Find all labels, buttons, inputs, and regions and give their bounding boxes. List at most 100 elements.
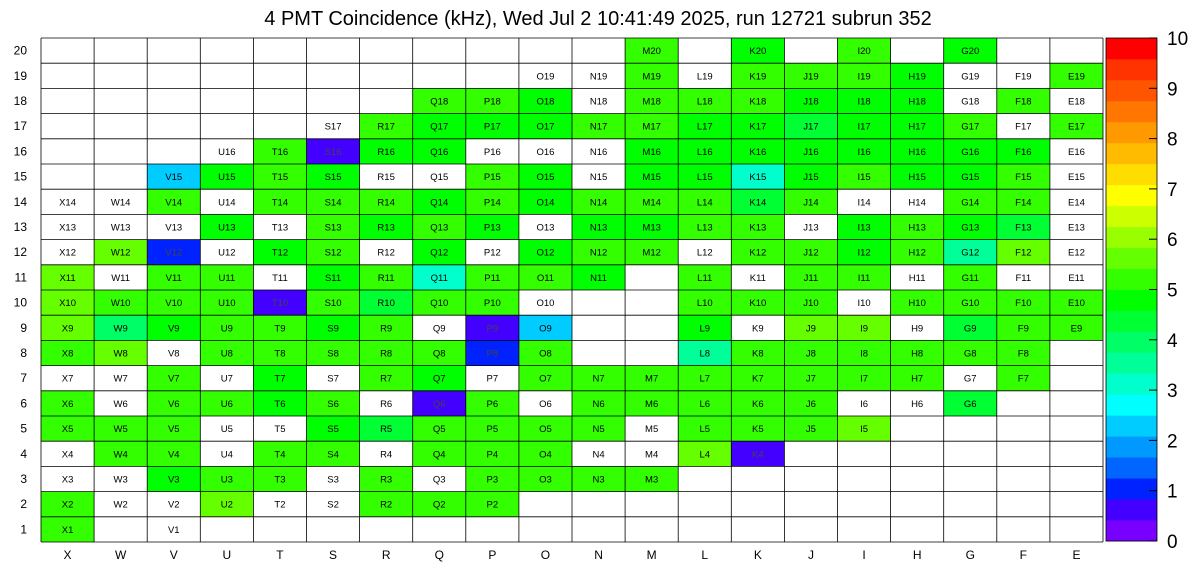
cell-label-L17: L17 [697, 122, 713, 133]
cell-label-W7: W7 [114, 374, 128, 385]
cell-M6 [625, 390, 679, 416]
colorbar-segment [1106, 184, 1157, 207]
cell-label-K13: K13 [749, 223, 766, 234]
cell-S6 [306, 390, 360, 416]
cell-label-J17: J17 [803, 122, 818, 133]
cell-E12 [1049, 239, 1103, 265]
cell-label-S7: S7 [327, 374, 339, 385]
cell-R15 [359, 164, 413, 190]
cell-label-U8: U8 [221, 349, 233, 360]
cell-label-E15: E15 [1068, 172, 1085, 183]
cell-L9 [678, 315, 732, 341]
cell-O6 [518, 390, 572, 416]
cell-label-K7: K7 [752, 374, 764, 385]
cell-label-O18: O18 [536, 97, 554, 108]
cell-label-G7: G7 [964, 374, 977, 385]
cell-label-N6: N6 [592, 399, 604, 410]
cell-label-T8: T8 [274, 349, 285, 360]
cell-label-E14: E14 [1068, 197, 1085, 208]
y-tick-label: 5 [20, 422, 27, 436]
cell-label-S10: S10 [325, 298, 342, 309]
cell-label-U5: U5 [221, 424, 233, 435]
cell-O13 [518, 214, 572, 240]
cell-H11 [890, 264, 944, 290]
x-tick-label: K [754, 548, 762, 562]
cell-label-O10: O10 [536, 298, 554, 309]
cell-P10 [465, 290, 519, 316]
cell-K11 [731, 264, 785, 290]
cell-L13 [678, 214, 732, 240]
cell-F17 [996, 113, 1050, 139]
cell-O7 [518, 365, 572, 391]
cell-V12 [147, 239, 201, 265]
cell-label-X3: X3 [62, 475, 74, 486]
cell-label-N5: N5 [592, 424, 604, 435]
x-tick-label: I [862, 548, 865, 562]
cell-V15 [147, 164, 201, 190]
cell-label-X12: X12 [59, 248, 76, 259]
cell-S10 [306, 290, 360, 316]
cell-label-U16: U16 [218, 147, 235, 158]
x-tick-label: W [115, 548, 127, 562]
cell-label-L8: L8 [699, 349, 710, 360]
cell-E10 [1049, 290, 1103, 316]
cell-R6 [359, 390, 413, 416]
cell-F10 [996, 290, 1050, 316]
cell-I19 [837, 63, 891, 89]
cell-Q18 [412, 88, 466, 114]
cell-F19 [996, 63, 1050, 89]
cell-label-R5: R5 [380, 424, 392, 435]
cell-G7 [943, 365, 997, 391]
cell-S2 [306, 491, 360, 517]
cell-J19 [784, 63, 838, 89]
cell-label-I12: I12 [857, 248, 870, 259]
colorbar-segment [1106, 331, 1157, 353]
cell-label-M3: M3 [645, 475, 658, 486]
cell-L17 [678, 113, 732, 139]
cell-V14 [147, 189, 201, 215]
cell-label-P15: P15 [484, 172, 501, 183]
colorbar-tick-label: 9 [1167, 79, 1178, 100]
cell-J10 [784, 290, 838, 316]
cell-Q12 [412, 239, 466, 265]
cell-L8 [678, 340, 732, 366]
colorbar-segment [1106, 163, 1157, 186]
cell-M7 [625, 365, 679, 391]
cell-I8 [837, 340, 891, 366]
cell-T14 [253, 189, 307, 215]
cell-K7 [731, 365, 785, 391]
cell-U10 [200, 290, 254, 316]
cell-label-K20: K20 [749, 46, 766, 57]
cell-label-S11: S11 [325, 273, 341, 284]
cell-label-S17: S17 [325, 122, 342, 133]
cell-label-H17: H17 [908, 122, 925, 133]
cell-U6 [200, 390, 254, 416]
cell-P12 [465, 239, 519, 265]
cell-S9 [306, 315, 360, 341]
cell-label-P18: P18 [484, 97, 501, 108]
cell-E13 [1049, 214, 1103, 240]
cell-label-P9: P9 [487, 323, 499, 334]
colorbar-tick-label: 8 [1167, 130, 1178, 151]
cell-label-R8: R8 [380, 349, 392, 360]
cell-label-L11: L11 [697, 273, 712, 284]
cell-label-T7: T7 [274, 374, 285, 385]
x-tick-label: E [1072, 548, 1080, 562]
cell-label-L18: L18 [697, 97, 713, 108]
cell-R8 [359, 340, 413, 366]
y-tick-label: 17 [14, 119, 28, 133]
cell-label-I9: I9 [860, 323, 868, 334]
colorbar-segment [1106, 520, 1157, 542]
cell-T15 [253, 164, 307, 190]
cell-label-R2: R2 [380, 500, 392, 511]
cell-T6 [253, 390, 307, 416]
cell-J13 [784, 214, 838, 240]
cell-label-O5: O5 [539, 424, 552, 435]
cell-L16 [678, 138, 732, 164]
cell-label-H10: H10 [908, 298, 925, 309]
cell-label-G17: G17 [961, 122, 979, 133]
cell-T9 [253, 315, 307, 341]
cell-label-J15: J15 [803, 172, 818, 183]
cell-label-G19: G19 [961, 71, 979, 82]
